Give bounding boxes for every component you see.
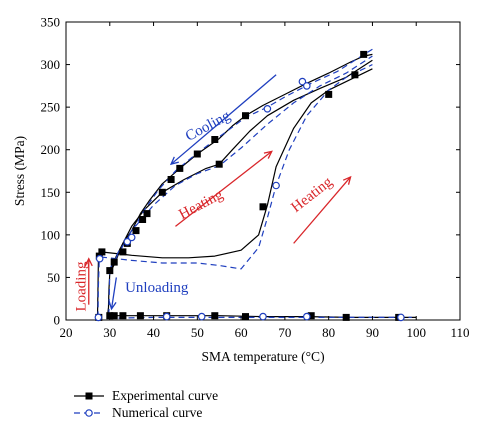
experimental-point — [167, 176, 175, 183]
y-tick-label: 0 — [54, 313, 61, 328]
y-tick-label: 300 — [41, 57, 61, 72]
legend-label-experimental: Experimental curve — [112, 388, 218, 403]
numerical-point — [197, 312, 206, 321]
annotation-heating: Heating — [288, 174, 336, 216]
x-tick-label: 60 — [235, 325, 248, 340]
numerical-point — [127, 233, 136, 242]
y-tick-label: 100 — [41, 227, 61, 242]
legend-marker-numerical — [85, 409, 93, 417]
numerical-point — [95, 254, 104, 263]
series-numerical-cooling-line — [109, 48, 373, 270]
numerical-point — [272, 181, 280, 190]
experimental-point — [259, 203, 267, 211]
experimental-point — [106, 312, 114, 320]
numerical-point — [123, 237, 132, 246]
experimental-point — [307, 312, 315, 320]
x-tick-label: 110 — [450, 325, 469, 340]
x-tick-label: 40 — [147, 325, 160, 340]
experimental-point — [242, 313, 249, 321]
numerical-point — [397, 313, 405, 322]
y-axis-title: Stress (MPa) — [12, 136, 27, 206]
experimental-point — [351, 71, 359, 79]
series-numerical-heating-line — [100, 64, 373, 270]
series-numerical-loading-line — [97, 256, 102, 318]
unloading-arrow — [108, 277, 117, 311]
experimental-point — [193, 150, 201, 158]
experimental-point — [242, 112, 249, 120]
numerical-point — [263, 105, 272, 113]
experimental-point — [215, 160, 223, 168]
heating-arrow — [293, 175, 352, 244]
y-tick-label: 350 — [41, 15, 61, 30]
x-tick-label: 20 — [60, 325, 73, 340]
experimental-point — [110, 258, 118, 266]
x-tick-label: 90 — [366, 325, 379, 340]
experimental-point — [211, 136, 219, 143]
experimental-point — [136, 312, 144, 320]
numerical-point — [162, 312, 171, 321]
cooling-arrow — [169, 74, 277, 166]
x-tick-label: 70 — [278, 325, 291, 340]
legend-item-numerical: Numerical curve — [74, 405, 202, 420]
numerical-point — [298, 77, 307, 86]
experimental-point — [139, 216, 147, 223]
experimental-point — [211, 312, 219, 320]
x-tick-label: 30 — [103, 325, 116, 340]
legend-label-numerical: Numerical curve — [112, 405, 202, 420]
experimental-point — [106, 267, 114, 275]
legend-item-experimental: Experimental curve — [74, 388, 218, 403]
y-tick-label: 250 — [41, 100, 61, 115]
y-tick-label: 50 — [47, 270, 60, 285]
series-experimental-heating-line — [109, 59, 373, 274]
y-tick-label: 200 — [41, 142, 61, 157]
experimental-point — [110, 312, 118, 320]
experimental-point — [360, 50, 368, 58]
numerical-point — [302, 312, 311, 321]
experimental-point — [176, 164, 184, 172]
annotation-cooling: Cooling — [183, 108, 234, 145]
numerical-point — [259, 312, 267, 321]
plot-frame — [65, 21, 461, 321]
heating-arrow — [175, 150, 273, 227]
legend-marker-experimental — [85, 392, 93, 400]
experimental-point — [143, 210, 151, 218]
x-axis-title: SMA temperature (°C) — [201, 349, 324, 364]
experimental-point — [119, 248, 127, 256]
x-tick-label: 80 — [322, 325, 335, 340]
experimental-point — [119, 312, 127, 320]
experimental-point — [325, 90, 333, 98]
series-experimental-heating-line — [100, 68, 373, 259]
experimental-point — [98, 248, 106, 256]
experimental-point — [158, 188, 166, 196]
annotation-loading: Loading — [74, 261, 90, 311]
annotation-unloading: Unloading — [125, 280, 189, 296]
numerical-point — [94, 313, 103, 322]
legend: Experimental curve Numerical curve — [74, 388, 218, 420]
numerical-point — [302, 82, 311, 90]
annotation-heating: Heating — [176, 186, 226, 223]
x-tick-label: 100 — [406, 325, 426, 340]
series-experimental-cooling-line — [109, 53, 373, 274]
y-tick-label: 150 — [41, 185, 61, 200]
experimental-point — [342, 313, 350, 321]
x-tick-label: 50 — [191, 325, 204, 340]
experimental-point — [132, 227, 140, 235]
loading-arrow — [84, 257, 93, 305]
